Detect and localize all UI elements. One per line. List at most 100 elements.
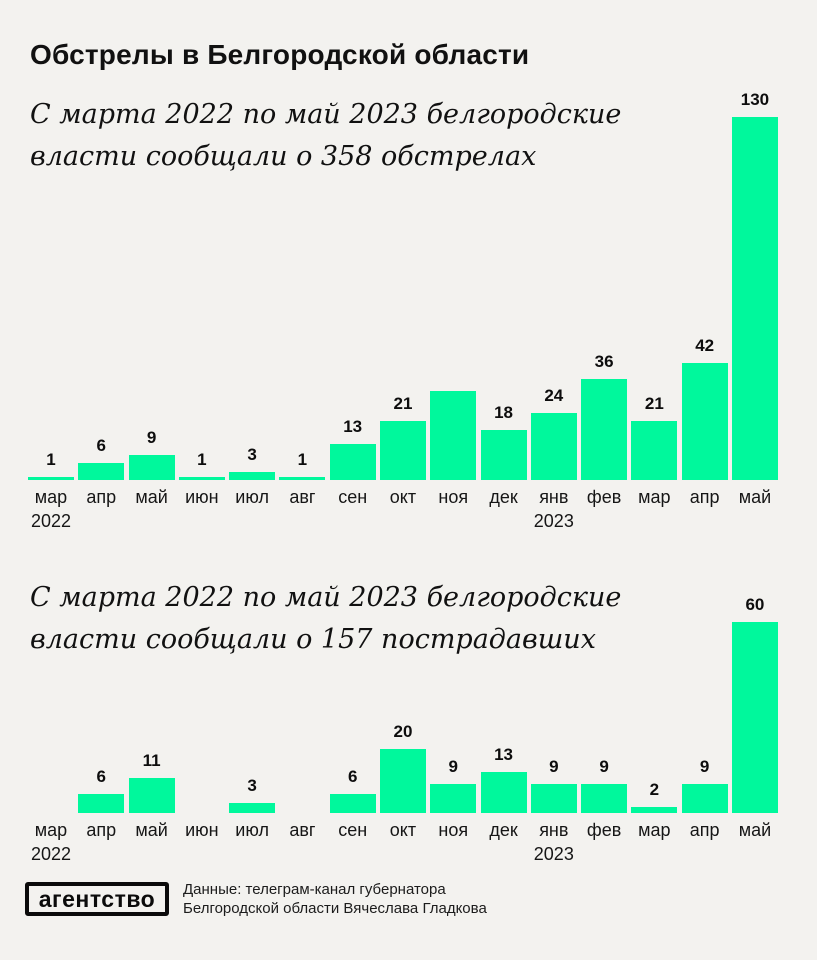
bar-slot: 9	[581, 622, 628, 813]
x-tick: июн	[179, 820, 225, 864]
bar-slot: 6	[329, 622, 376, 813]
year-label: 2022	[30, 511, 72, 531]
x-tick: мар	[631, 487, 677, 531]
bar	[731, 622, 778, 813]
bar	[379, 421, 426, 480]
bar	[329, 793, 376, 813]
bar-value-label: 1	[197, 450, 207, 470]
bar-slot: 3	[229, 622, 276, 813]
bar-slot: 1	[279, 117, 326, 480]
month-label: авг	[289, 820, 316, 840]
bar	[279, 477, 326, 480]
month-label: мар	[34, 487, 68, 507]
x-tick: янв 2023	[531, 820, 577, 864]
chart-subtitle: С марта 2022 по май 2023 белгородские вл…	[30, 582, 622, 655]
x-axis: мар 2022 апр май июн июл авг сен окт ноя дек янв 202…	[28, 820, 778, 864]
month-label: дек	[489, 487, 518, 507]
bar-slot: 6	[78, 117, 125, 480]
bar-slot: 21	[379, 117, 426, 480]
x-tick: май	[732, 487, 778, 531]
month-label: фев	[586, 820, 622, 840]
bar-plot: 6 11 3 6 20 9 13 9 9 2 9 60	[28, 595, 778, 813]
x-tick: апр	[682, 487, 728, 531]
month-label: ноя	[438, 487, 469, 507]
bar-value-label: 6	[96, 766, 107, 786]
bar-value-label: 6	[347, 766, 358, 786]
bar-value-label: 21	[393, 394, 413, 414]
x-tick: апр	[78, 820, 124, 864]
x-tick: дек	[481, 820, 527, 864]
x-tick: окт	[380, 487, 426, 531]
month-label: май	[135, 487, 168, 507]
x-tick: мар 2022	[28, 487, 74, 531]
bar-slot: 21	[631, 117, 678, 480]
x-tick: фев	[581, 820, 627, 864]
bar-value-label: 36	[594, 352, 614, 372]
bar	[178, 477, 225, 480]
month-label: мар	[638, 820, 671, 840]
bar-value-label: 6	[96, 436, 107, 456]
bar-slot: 20	[379, 622, 426, 813]
month-label: апр	[689, 487, 720, 507]
month-label: июл	[235, 820, 269, 840]
bar-slot: 24	[530, 117, 577, 480]
x-tick: сен	[330, 487, 376, 531]
year-label: 2022	[30, 844, 72, 864]
year-label: 2023	[533, 844, 574, 864]
bar-slot: 2	[631, 622, 678, 813]
bar-slot: 13	[480, 622, 527, 813]
bar	[530, 413, 577, 480]
bar	[631, 421, 678, 480]
year-label: 2023	[533, 511, 574, 531]
x-tick: мар	[631, 820, 677, 864]
month-label: янв	[539, 487, 569, 507]
bar-slot: 13	[329, 117, 376, 480]
month-label: апр	[86, 820, 117, 840]
month-label: апр	[689, 820, 720, 840]
month-label: сен	[338, 820, 368, 840]
x-tick: окт	[380, 820, 426, 864]
bar	[379, 749, 426, 813]
bar-slot	[179, 622, 225, 813]
bar-slot: 60	[731, 595, 778, 813]
bar	[28, 477, 74, 480]
bar-slot: 42	[681, 117, 728, 480]
bar-slot: 9	[681, 622, 728, 813]
month-label: июл	[235, 487, 269, 507]
month-label: май	[738, 820, 772, 840]
month-label: дек	[489, 820, 518, 840]
x-tick: май	[732, 820, 778, 864]
bar-value-label: 130	[740, 90, 770, 109]
x-tick: дек	[481, 487, 527, 531]
bar-value-label: 9	[448, 757, 458, 777]
bar-value-label: 60	[745, 595, 765, 614]
x-tick: апр	[682, 820, 728, 864]
month-label: мар	[34, 820, 68, 840]
bar-slot: 18	[480, 117, 527, 480]
bar	[329, 443, 376, 480]
bar-slot	[279, 622, 325, 813]
x-tick: ноя	[430, 487, 476, 531]
bar-slot: 11	[128, 622, 175, 813]
bar-slot: 1	[28, 117, 74, 480]
bar-slot: 6	[78, 622, 125, 813]
x-tick: авг	[279, 820, 325, 864]
x-tick: май	[129, 820, 175, 864]
x-tick: июн	[179, 487, 225, 531]
bar-value-label: 20	[393, 722, 413, 742]
bar-slot: 9	[430, 622, 477, 813]
month-label: апр	[86, 487, 117, 507]
bar-value-label: 9	[549, 757, 559, 777]
bar-value-label: 42	[695, 335, 715, 355]
page-title: Обстрелы в Белгородской области	[30, 39, 530, 70]
x-tick: авг	[279, 487, 325, 531]
bar-value-label: 24	[544, 386, 564, 405]
bar-value-label: 9	[599, 757, 609, 777]
bar-value-label: 9	[699, 757, 710, 777]
month-label: мар	[638, 487, 671, 507]
bar-slot: 9	[128, 117, 175, 480]
bar	[229, 803, 276, 813]
bar-value-label: 18	[494, 402, 513, 422]
bar	[480, 771, 527, 813]
